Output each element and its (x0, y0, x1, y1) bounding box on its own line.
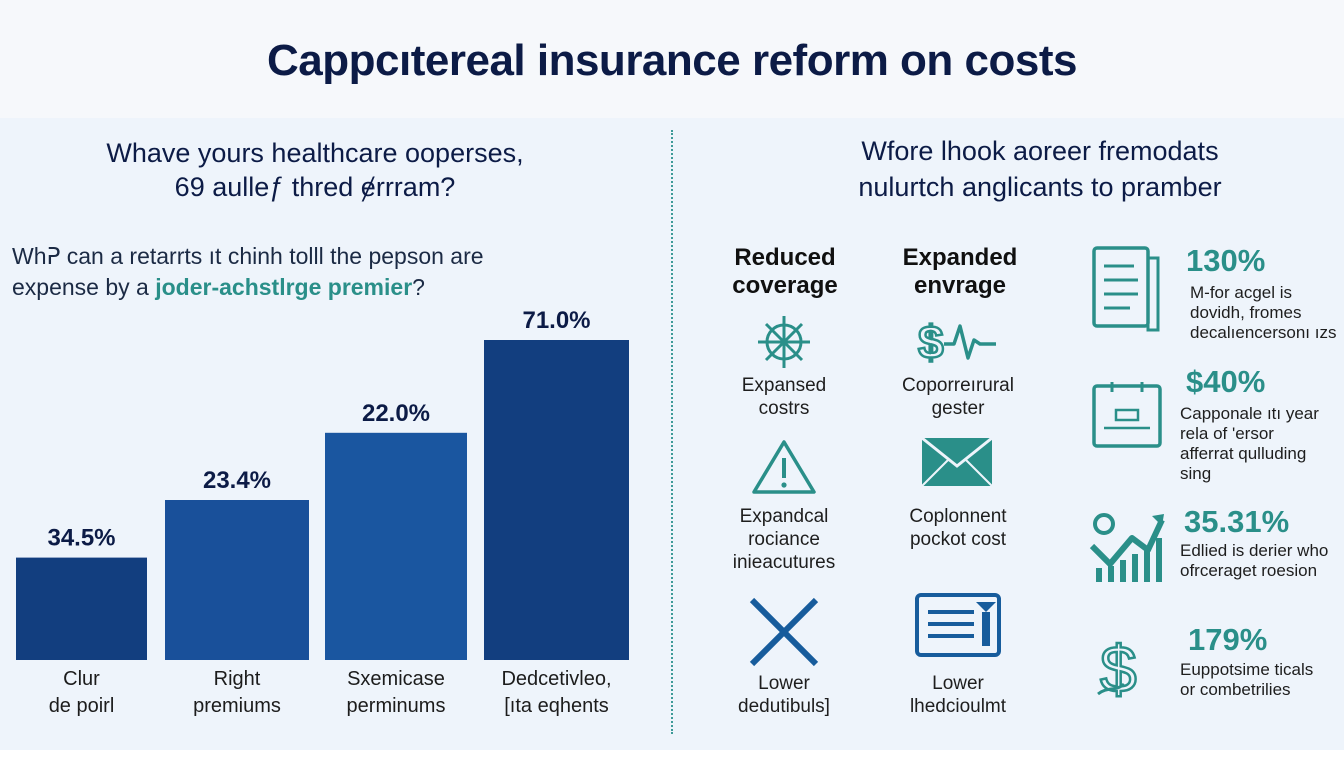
category-label-4-line-2: [ıta eqhents (504, 695, 609, 717)
bar-4 (484, 340, 629, 660)
stat-description-3-line-1: Edlied is derier who (1180, 541, 1329, 560)
dollar-pulse-icon: $ (917, 315, 996, 366)
title-band (0, 0, 1344, 118)
stat-description-1-line-1: M-for acgel is (1190, 283, 1293, 302)
stat-description-2-line-2: rela of 'ersor (1180, 424, 1274, 443)
left-subtitle-highlight: joder-achstlrge premier (155, 274, 413, 300)
column-header-reduced-line-2: coverage (732, 272, 838, 299)
x-cross-icon (749, 597, 819, 667)
main-title: Cappcıtereal insurance reform on costs (267, 36, 1077, 85)
item-label-expandcal: Expandcal rociance inieacutures (704, 505, 864, 574)
left-subtitle: Whᕈ can a retarrts ıt chinh tolll the pe… (12, 241, 652, 303)
document-list-icon (1092, 246, 1160, 332)
stat-percentage-3: 35.31% (1184, 504, 1290, 539)
asterisk-wheel-icon (758, 316, 810, 368)
bar-chart: 34.5% 23.4% 22.0% 71.0% (16, 307, 629, 660)
stat-description-2-line-1: Capponale ıtı year (1180, 404, 1319, 423)
column-header-reduced-line-1: Reduced (734, 244, 836, 271)
left-subtitle-line-2: expense by a joder-achstlrge premier? (12, 272, 652, 303)
column-header-expanded-line-2: envrage (913, 272, 1007, 299)
category-label-3-line-1: Sxemicase (347, 668, 445, 690)
item-label-expandcal-line-2: rociance (748, 529, 820, 550)
stat-percentage-2: $40% (1186, 364, 1266, 399)
warning-triangle-icon (752, 440, 816, 494)
left-subtitle-post: ? (412, 274, 425, 300)
stat-percentage-4: 179% (1188, 622, 1268, 657)
column-header-expanded: Expanded envrage (870, 244, 1050, 300)
right-heading: Wfore lhook aoreer fremodats nulurtch an… (690, 133, 1344, 205)
category-label-4-line-1: Dedcetivleo, (501, 668, 612, 690)
bar-value-label-1: 34.5% (47, 525, 115, 552)
document-chart-icon (915, 593, 1001, 657)
item-label-expansed-line-1: Expansed (741, 375, 827, 396)
stat-description-2-line-3: afferrat qulluding (1180, 444, 1307, 463)
bar-2 (165, 500, 309, 660)
item-label-expandcal-line-3: inieacutures (732, 552, 836, 573)
item-label-lower-dedutibuls-line-2: dedutibuls] (738, 696, 830, 717)
stat-description-2: Capponale ıtı year rela of 'ersor afferr… (1180, 404, 1319, 484)
item-label-coporreirural-line-2: gester (931, 398, 985, 419)
stat-description-4-line-1: Euppotsime ticals (1180, 660, 1314, 679)
right-heading-line-1: Wfore lhook aoreer fremodats (861, 136, 1219, 166)
item-label-lower-lhedcioulmt-line-2: lhedcioulmt (909, 696, 1007, 717)
bar-1 (16, 557, 147, 660)
item-label-lower-lhedcioulmt: Lower lhedcioulmt (877, 672, 1039, 718)
bar-value-label-2: 23.4% (203, 467, 271, 494)
item-label-coplonnent-line-1: Coplonnent (909, 506, 1007, 527)
bar-value-label-4: 71.0% (522, 307, 590, 334)
stat-description-4-line-2: or combetrilies (1180, 680, 1291, 699)
category-label-4: Dedcetivleo, [ıta eqhents (484, 666, 629, 720)
item-label-lower-dedutibuls: Lower dedutibuls] (704, 672, 864, 718)
column-header-expanded-line-1: Expanded (902, 244, 1018, 271)
category-label-1-line-2: de poirl (48, 695, 115, 717)
item-label-coporreirural-line-1: Coporreırural (902, 375, 1014, 396)
envelope-icon (921, 436, 993, 487)
item-label-lower-lhedcioulmt-line-1: Lower (932, 673, 984, 694)
calendar-box-icon (1092, 382, 1162, 448)
stat-description-4: Euppotsime ticals or combetrilies (1180, 660, 1313, 700)
category-label-3-line-2: perminums (346, 695, 446, 717)
stat-description-1-line-2: dovidh, fromes (1190, 303, 1302, 322)
right-heading-line-2: nulurtch anglicants to pramber (858, 172, 1222, 202)
stat-description-3: Edlied is derier who ofrceraget roesion (1180, 541, 1328, 581)
column-header-reduced: Reduced coverage (700, 244, 870, 300)
stat-percentage-1: 130% (1186, 243, 1266, 278)
item-label-lower-dedutibuls-line-1: Lower (758, 673, 810, 694)
svg-text:$: $ (918, 316, 944, 366)
category-label-2: Right premiums (165, 666, 309, 720)
item-label-expandcal-line-1: Expandcal (739, 506, 829, 527)
item-label-coplonnent-line-2: pockot cost (909, 529, 1007, 550)
bar-3 (325, 432, 467, 660)
item-label-coporreirural: Coporreırural gester (877, 374, 1039, 420)
category-label-1-line-1: Clur (63, 668, 100, 690)
category-label-3: Sxemicase perminums (325, 666, 467, 720)
left-subtitle-line-1: Whᕈ can a retarrts ıt chinh tolll the pe… (12, 243, 484, 269)
category-label-2-line-1: Right (213, 668, 261, 690)
left-question-line-1: Whave yours healthcare ooperses, (106, 138, 524, 168)
item-label-expansed: Expansed costrs (704, 374, 864, 420)
item-label-expansed-line-2: costrs (758, 398, 810, 419)
item-label-coplonnent: Coplonnent pockot cost (877, 505, 1039, 551)
left-subtitle-pre: expense by a (12, 274, 156, 300)
left-question: Whave yours healthcare ooperses, 69 aull… (0, 136, 630, 204)
stat-description-2-line-4: sing (1180, 464, 1212, 483)
left-question-line-2: 69 aulleƒ thred ɇrrram? (174, 172, 456, 202)
panel-divider (671, 130, 673, 734)
category-label-1: Clur de poirl (16, 666, 147, 720)
category-label-2-line-2: premiums (193, 695, 281, 717)
stat-description-3-line-2: ofrceraget roesion (1180, 561, 1318, 580)
stat-description-1-line-3: decalıencersonı ızs (1190, 323, 1337, 342)
growth-chart-icon (1089, 513, 1165, 582)
bar-value-label-3: 22.0% (362, 400, 430, 427)
stat-description-1: M-for acgel is dovidh, fromes decalıence… (1190, 283, 1336, 343)
dollar-sign-icon: $ (1097, 631, 1138, 700)
